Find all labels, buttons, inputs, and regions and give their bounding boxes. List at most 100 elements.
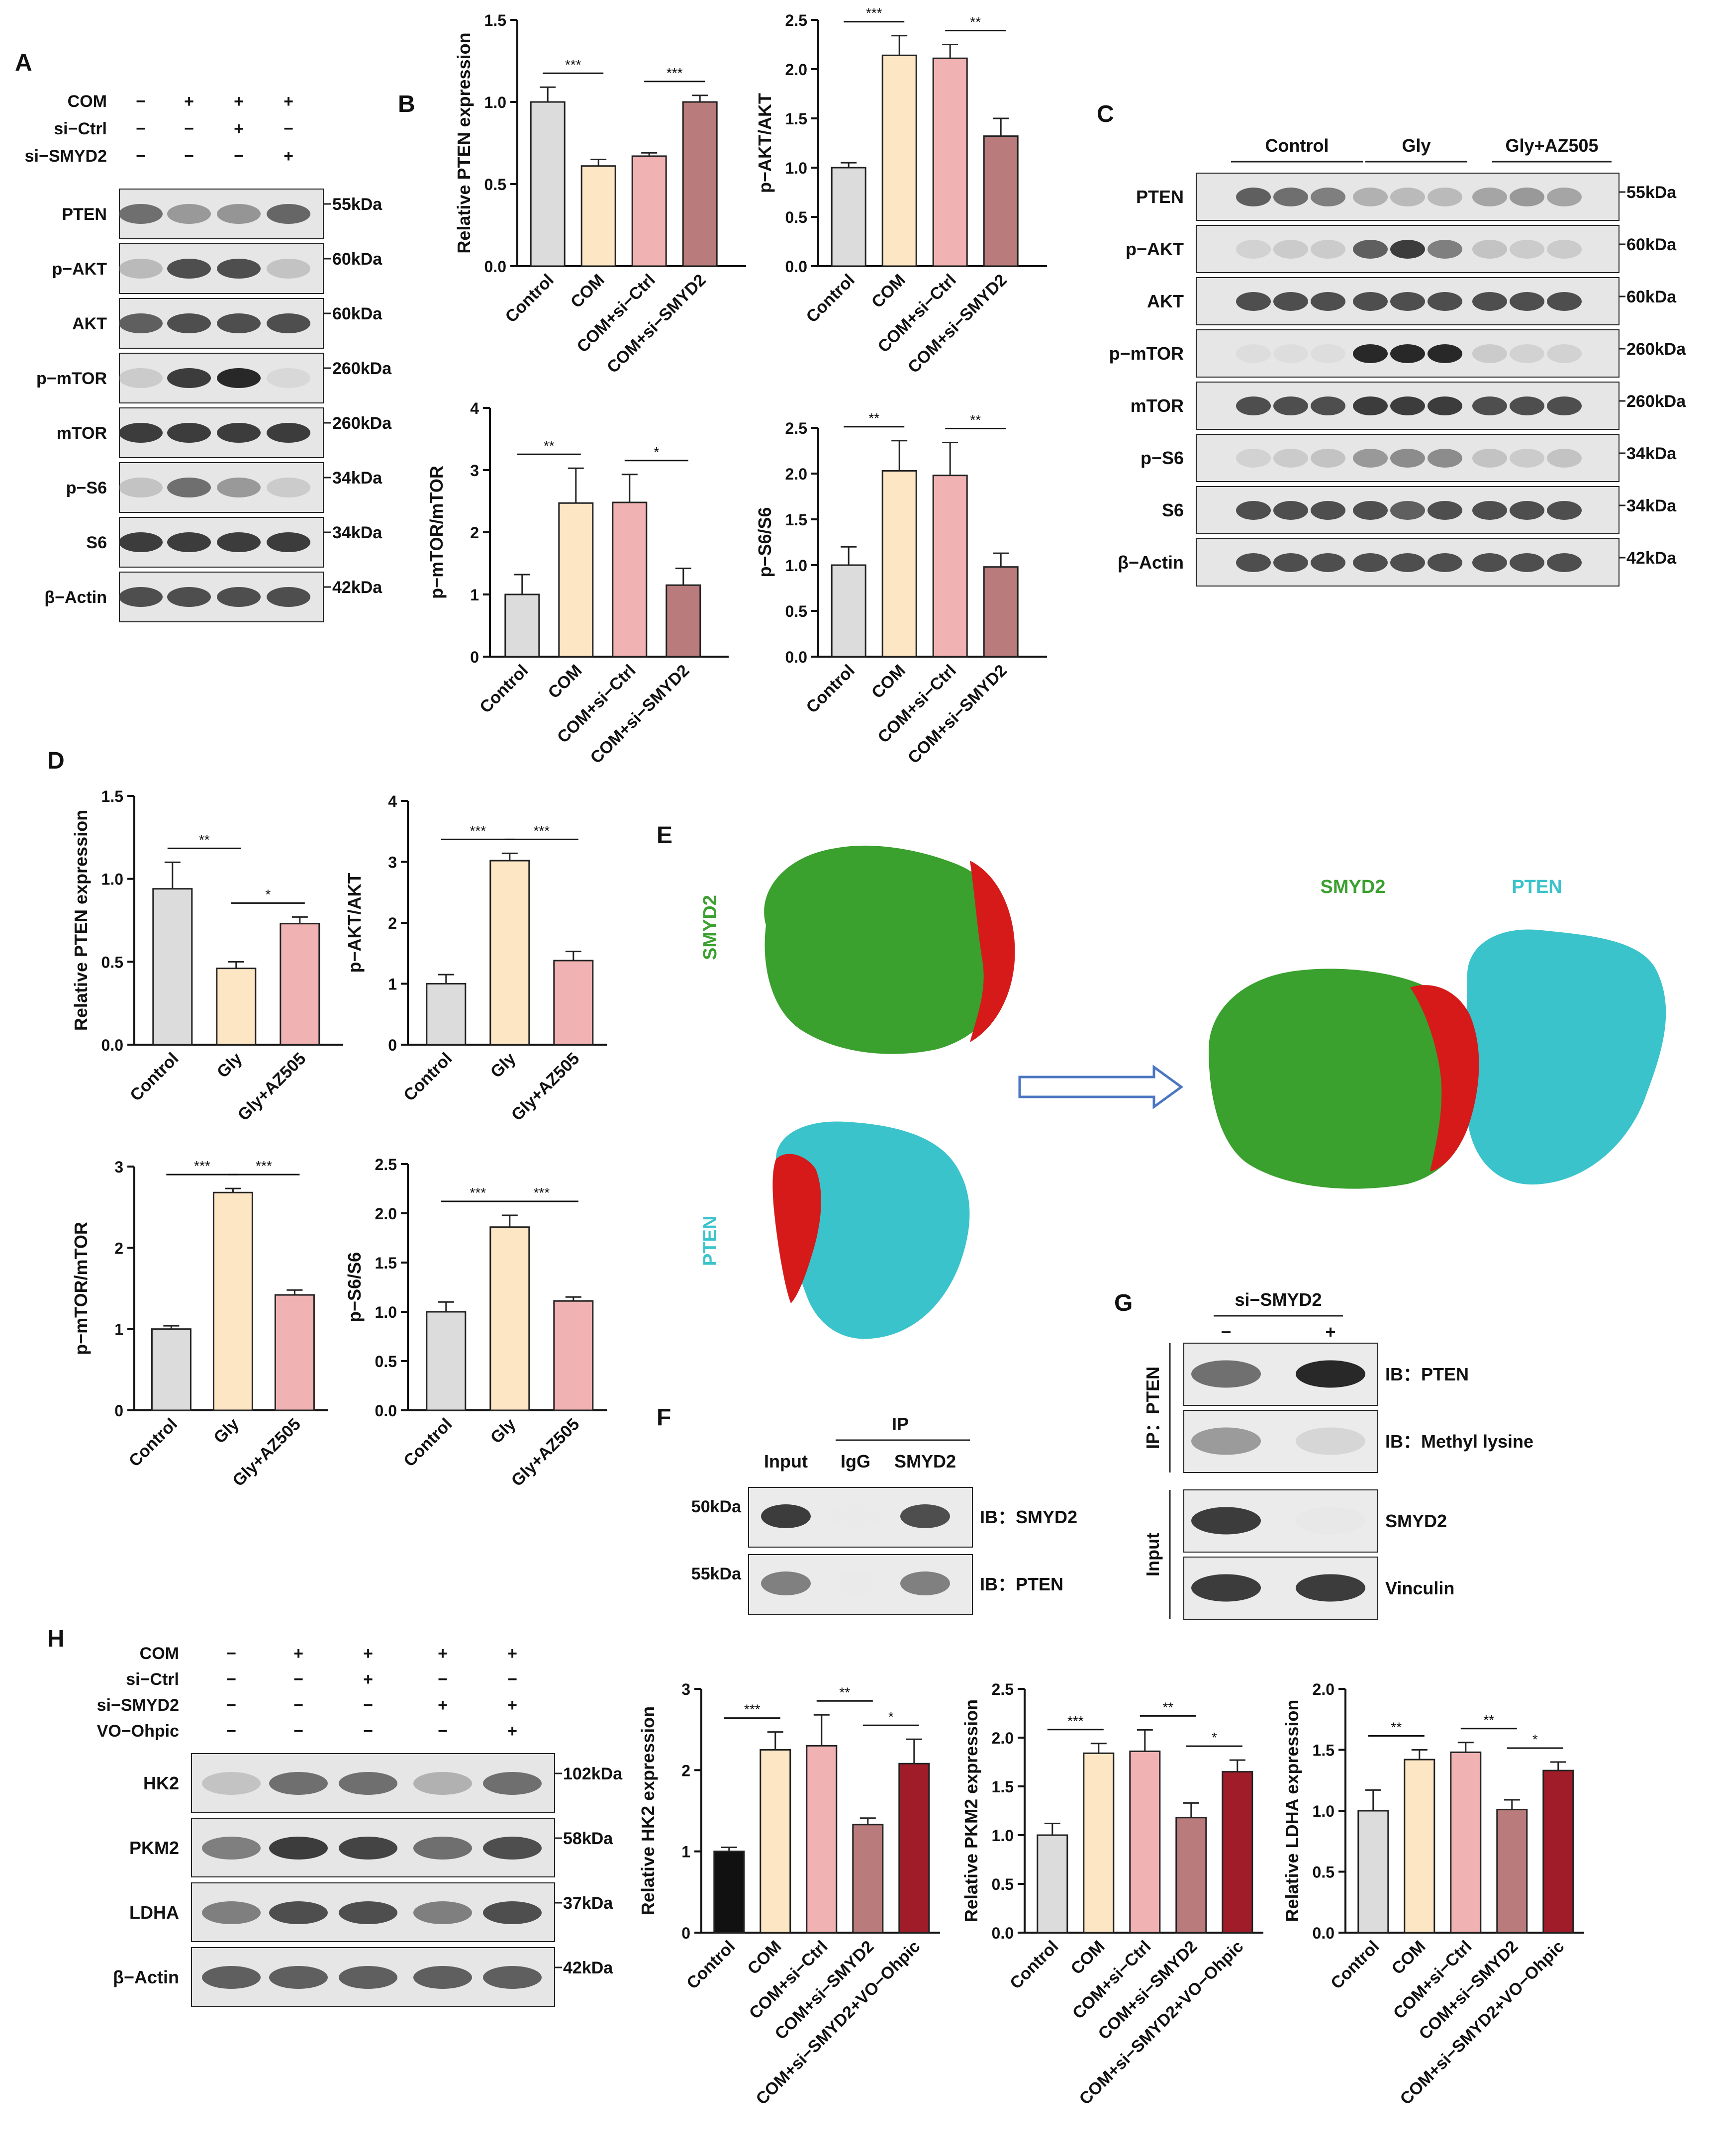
lane-label: IgG: [841, 1451, 870, 1471]
blot-band: [1510, 240, 1544, 259]
chart-d1: 0.0 0.5 1.0 1.5 Relative PTEN expression Cont…: [71, 787, 343, 1125]
bar: [881, 54, 917, 267]
y-tick-label: 1.5: [992, 1778, 1014, 1796]
blot-band: [1428, 344, 1462, 363]
significance-label: **: [1391, 1720, 1402, 1735]
blot-band: [1273, 240, 1308, 259]
x-tick-label: Control: [1327, 1937, 1383, 1993]
blot-band: [831, 1504, 880, 1528]
kda-label: 34kDa: [1626, 496, 1677, 515]
bar: [852, 1824, 884, 1934]
blot-band: [167, 204, 211, 224]
blot-band: [339, 1966, 397, 1989]
significance-label: **: [544, 438, 555, 453]
condition-label: si−SMYD2: [25, 147, 107, 166]
complex-smyd2-surface: [1209, 969, 1472, 1189]
blot-band: [900, 1571, 950, 1595]
y-tick-label: 0: [114, 1402, 123, 1420]
blot-band: [167, 587, 211, 607]
condition-mark: −: [226, 1670, 236, 1689]
blot-band: [267, 313, 310, 333]
blot-band: [269, 1772, 328, 1795]
protein-label: PKM2: [129, 1838, 179, 1858]
chart-b2: 0.0 0.5 1.0 1.5 2.0 2.5 p−AKT/AKT Control COMCOM…: [755, 5, 1047, 377]
complex-smyd2-label: SMYD2: [1321, 877, 1386, 897]
y-tick-label: 2.5: [785, 11, 807, 29]
blot-band: [1236, 553, 1271, 572]
blot-band: [217, 204, 261, 224]
x-tick-label: COM: [544, 661, 585, 702]
blot-band: [167, 368, 211, 388]
kda-label: 60kDa: [332, 250, 382, 269]
condition-mark: −: [363, 1722, 373, 1741]
bar: [682, 101, 718, 267]
panel-h-western-blot: COM − + + + + si−Ctrl − − + − − si−SMYD2 − − − + + VO−Ohpi…: [97, 1644, 623, 2007]
condition-mark: −: [363, 1696, 373, 1715]
blot-band: [1472, 501, 1507, 520]
complex-structure: [1209, 929, 1666, 1189]
y-tick-label: 1.0: [1313, 1802, 1334, 1820]
blot-band: [483, 1966, 542, 1989]
blot-band: [1510, 553, 1544, 572]
input-group-label: Input: [1143, 1533, 1163, 1576]
protein-label: p−mTOR: [36, 369, 107, 388]
ib-label: IB：PTEN: [1385, 1364, 1469, 1384]
blot-band: [1353, 449, 1388, 468]
bar: [760, 1749, 791, 1934]
y-tick-label: 1.5: [101, 787, 123, 805]
blot-band: [1547, 240, 1582, 259]
blot-band: [267, 368, 310, 388]
y-tick-label: 2.0: [992, 1729, 1014, 1747]
significance-label: **: [199, 832, 210, 847]
y-tick-label: 0.0: [101, 1036, 123, 1054]
blot-band: [1390, 240, 1425, 259]
condition-mark: +: [234, 92, 244, 111]
protein-label: β−Actin: [44, 588, 107, 607]
x-tick-label: Control: [1006, 1937, 1062, 1993]
x-tick-label: Gly+AZ505: [234, 1049, 310, 1125]
treatment-mark: +: [1325, 1322, 1335, 1342]
panel-c-western-blot: Control Gly Gly+AZ505 PTEN 55kDa p−AKT 60kDa AK…: [1109, 135, 1686, 587]
treatment-mark: −: [1221, 1322, 1231, 1342]
blot-band: [1236, 396, 1271, 415]
condition-mark: −: [184, 119, 194, 138]
blot-band: [167, 423, 211, 443]
bar: [1542, 1769, 1574, 1934]
significance-label: ***: [744, 1702, 761, 1717]
pten-side-label: PTEN: [700, 1216, 721, 1266]
blot-band: [1510, 292, 1544, 311]
blot-band: [167, 313, 211, 333]
blot-band: [119, 532, 163, 552]
y-tick-label: 2.5: [992, 1680, 1014, 1698]
condition-label: si−SMYD2: [97, 1696, 179, 1715]
group-label: Control: [1265, 135, 1329, 156]
blot-band: [1390, 188, 1425, 206]
bar: [216, 968, 257, 1046]
y-tick-label: 0.5: [484, 176, 506, 194]
blot-band: [1353, 396, 1388, 415]
panel-letter-a: A: [15, 50, 32, 76]
panel-letter-d: D: [47, 748, 65, 774]
x-tick-label: Control: [125, 1415, 181, 1470]
complex-pten-label: PTEN: [1512, 877, 1562, 897]
kda-label: 58kDa: [563, 1829, 613, 1848]
y-axis-label: p−mTOR/mTOR: [426, 466, 447, 599]
treatment-label: si−SMYD2: [1235, 1289, 1322, 1310]
blot-band: [1273, 396, 1308, 415]
kda-label: 50kDa: [691, 1497, 742, 1516]
condition-mark: +: [234, 119, 244, 138]
kda-label: 260kDa: [332, 414, 392, 433]
significance-label: **: [970, 412, 981, 427]
significance-label: ***: [470, 1185, 486, 1200]
blot-band: [217, 423, 261, 443]
bar: [212, 1191, 253, 1411]
condition-mark: −: [226, 1722, 236, 1741]
blot-band: [1472, 292, 1507, 311]
blot-band: [1296, 1574, 1365, 1602]
complex-interface: [1410, 985, 1479, 1172]
y-tick-label: 1.0: [785, 159, 807, 177]
protein-label: p−AKT: [52, 260, 107, 279]
bar: [151, 1328, 191, 1411]
